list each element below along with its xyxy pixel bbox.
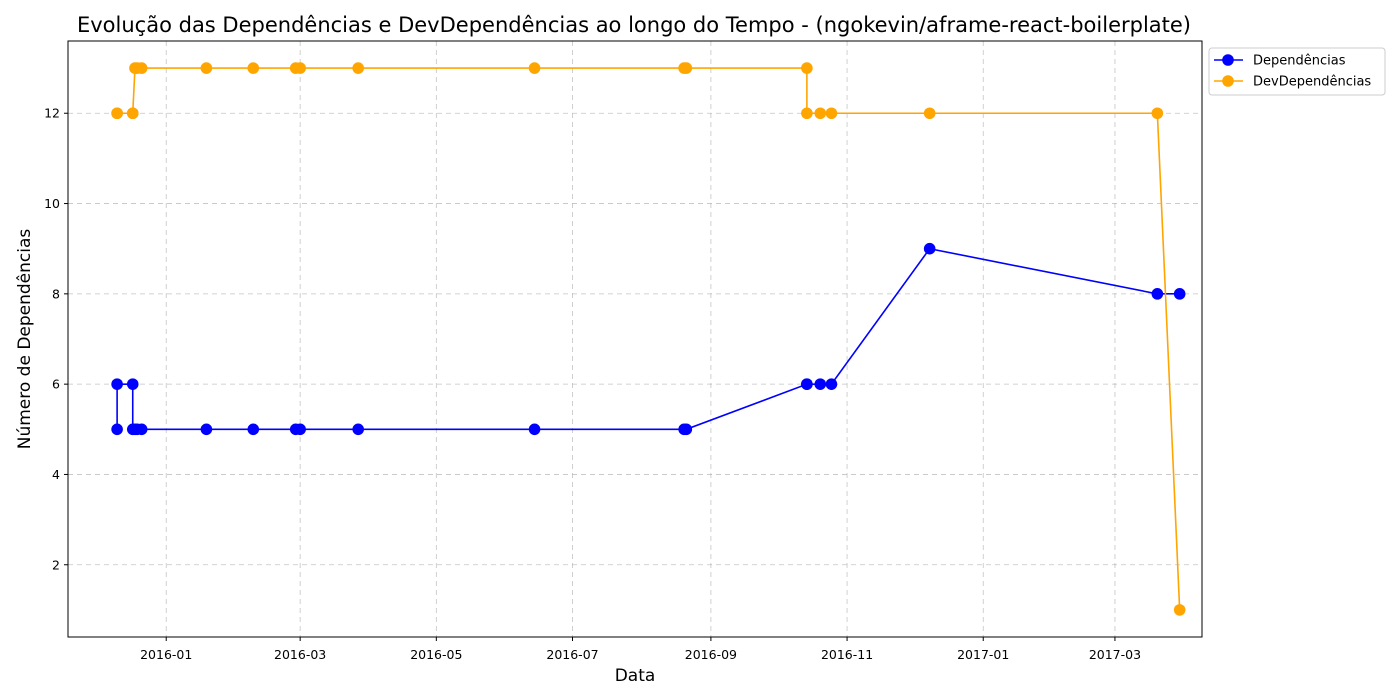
data-point [111, 423, 123, 436]
x-tick-label: 2016-03 [274, 647, 326, 662]
data-point [923, 107, 936, 120]
data-point [825, 378, 838, 390]
data-point [200, 423, 213, 436]
series-line [117, 67, 1181, 610]
data-point [111, 378, 123, 390]
x-tick-label: 2016-11 [821, 647, 873, 662]
data-point [801, 107, 813, 120]
y-tick-label: 6 [52, 377, 60, 392]
y-tick-label: 8 [52, 286, 60, 301]
legend-marker [1222, 75, 1234, 87]
data-point [135, 62, 148, 74]
data-point [801, 62, 813, 74]
x-tick-label: 2017-03 [1089, 647, 1141, 662]
y-tick-label: 12 [44, 106, 60, 121]
data-point [923, 242, 936, 255]
data-point [294, 423, 306, 436]
data-point [1173, 604, 1186, 616]
y-axis-label: Número de Dependências [15, 229, 35, 450]
plot-series [111, 62, 1186, 616]
legend-frame [1208, 47, 1386, 96]
data-point [680, 62, 693, 74]
data-point [126, 378, 139, 390]
y-tick-label: 2 [52, 557, 60, 572]
data-point [1151, 107, 1164, 120]
data-point [814, 378, 827, 390]
data-point [135, 423, 148, 436]
series-line [116, 247, 1180, 431]
data-point [200, 62, 213, 74]
y-tick-label: 10 [44, 196, 60, 211]
x-axis-label: Data [615, 666, 656, 686]
data-point [294, 62, 306, 74]
data-point [247, 62, 260, 74]
chart-title: Evolução das Dependências e DevDependênc… [77, 13, 1191, 37]
x-tick-label: 2016-07 [546, 647, 598, 662]
series-1 [111, 242, 1186, 436]
grid [68, 41, 1202, 637]
x-axis-ticks: 2016-01 2016-03 2016-05 2016-07 2016-09 2016-… [140, 637, 1141, 662]
data-point [680, 423, 693, 436]
legend-label: DevDependências [1253, 75, 1371, 90]
data-point [352, 62, 364, 74]
data-point [825, 107, 838, 120]
y-axis-ticks: 2 4 6 8 10 12 [44, 106, 68, 572]
legend-marker [1222, 54, 1234, 66]
x-tick-label: 2016-09 [685, 647, 737, 662]
y-tick-label: 4 [52, 467, 60, 482]
legend-label: Dependências [1253, 54, 1346, 69]
data-point [111, 107, 123, 120]
data-point [1151, 288, 1164, 300]
data-point [528, 62, 541, 74]
plot-frame [67, 40, 1203, 638]
data-point [247, 423, 260, 436]
data-point [1173, 288, 1186, 300]
data-point [126, 107, 139, 120]
x-tick-label: 2016-01 [140, 647, 192, 662]
series-2 [111, 62, 1186, 616]
data-point [801, 378, 813, 390]
x-tick-label: 2017-01 [957, 647, 1009, 662]
data-point [814, 107, 827, 120]
data-point [528, 423, 541, 436]
data-point [352, 423, 364, 436]
x-tick-label: 2016-05 [410, 647, 462, 662]
legend: Dependências DevDependências [1208, 47, 1386, 96]
